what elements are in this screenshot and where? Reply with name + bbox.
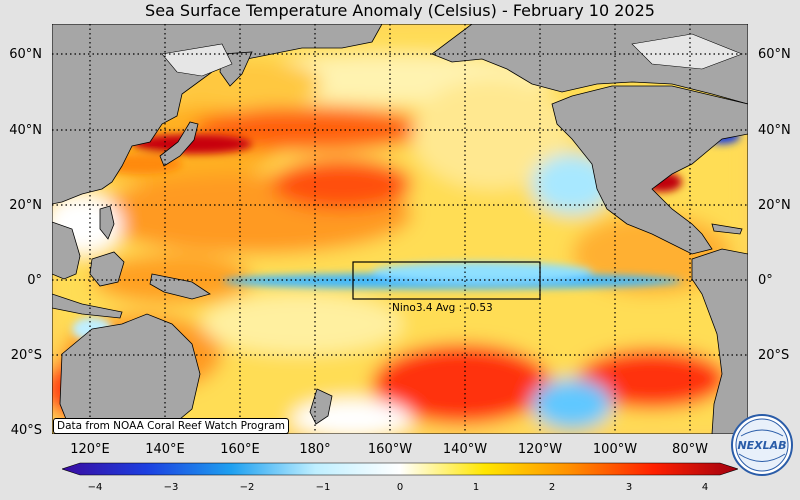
colorbar-tick: 0 [396,482,404,493]
nino34-label: Nino3.4 Avg : -0.53 [392,302,493,314]
lat-label-20n-left: 20°N [9,198,42,213]
lon-label-160w: 160°W [367,442,413,457]
colorbar-tick: 2 [548,482,556,493]
graticule [52,24,748,434]
lat-label-0-left: 0° [27,273,42,288]
colorbar-tick: −2 [239,482,255,493]
lon-label-120e: 120°E [70,442,110,457]
lon-label-100w: 100°W [592,442,638,457]
lon-label-80w: 80°W [672,442,708,457]
lat-label-40s-left: 40°S [10,423,42,438]
lon-label-180: 180° [299,442,331,457]
svg-text:NEXLAB: NEXLAB [737,439,786,452]
lat-label-40n-left: 40°N [9,123,42,138]
chart-title: Sea Surface Temperature Anomaly (Celsius… [145,1,655,20]
sst-anomaly-map: Nino3.4 Avg : -0.53 [52,24,748,434]
lat-label-0-right: 0° [758,273,773,288]
lon-label-140e: 140°E [145,442,185,457]
colorbar-tick: 3 [625,482,633,493]
colorbar [61,461,739,481]
colorbar-tick: −3 [163,482,179,493]
lat-label-20s-left: 20°S [10,348,42,363]
lon-label-160e: 160°E [220,442,260,457]
lat-label-20n-right: 20°N [758,198,791,213]
lat-label-60n-left: 60°N [9,47,42,62]
colorbar-tick: −1 [315,482,331,493]
lat-label-20s-right: 20°S [758,348,790,363]
lat-label-60n-right: 60°N [758,47,791,62]
colorbar-tick: −4 [87,482,103,493]
colorbar-tick: 4 [701,482,709,493]
colorbar-tick: 1 [472,482,480,493]
lon-label-140w: 140°W [442,442,488,457]
lat-label-40n-right: 40°N [758,123,791,138]
lon-label-120w: 120°W [517,442,563,457]
data-credit: Data from NOAA Coral Reef Watch Program [53,418,289,434]
nexlab-logo: NEXLAB [731,414,793,480]
